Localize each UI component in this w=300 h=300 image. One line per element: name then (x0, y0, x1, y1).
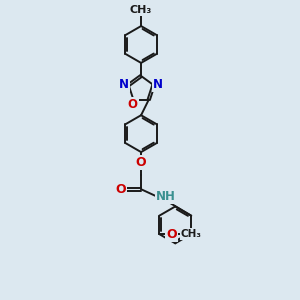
Text: O: O (116, 183, 127, 196)
Text: N: N (119, 78, 129, 91)
Text: N: N (153, 78, 163, 91)
Text: O: O (136, 156, 146, 169)
Text: CH₃: CH₃ (181, 229, 202, 239)
Text: NH: NH (156, 190, 176, 203)
Text: O: O (128, 98, 138, 111)
Text: CH₃: CH₃ (130, 5, 152, 15)
Text: O: O (167, 228, 177, 241)
